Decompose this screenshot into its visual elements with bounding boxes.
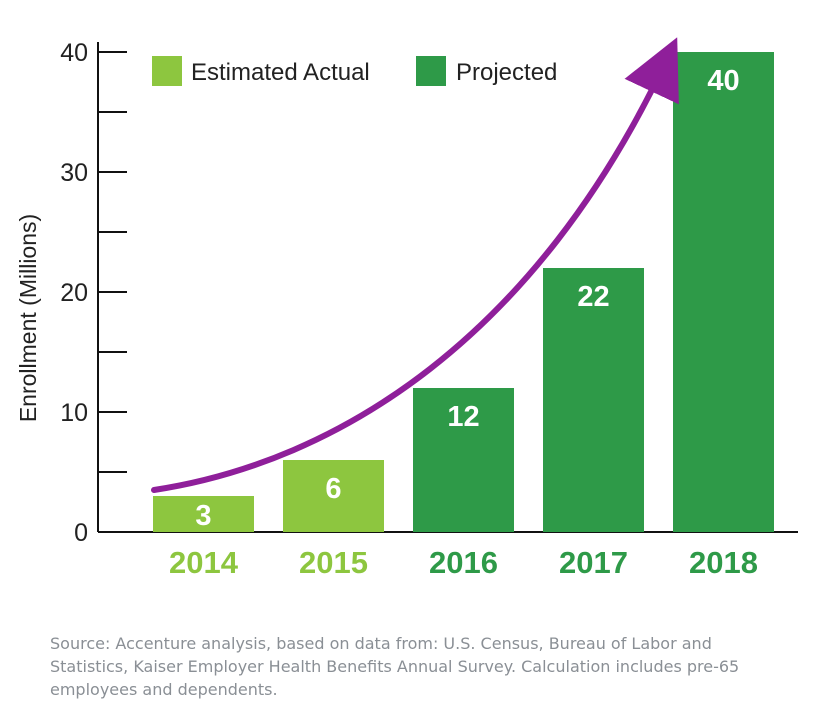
legend-label-projected: Projected [456,59,557,86]
x-category-label-2014: 2014 [169,545,239,580]
y-tick-label: 10 [60,399,88,427]
y-tick-label: 20 [60,279,88,307]
x-category-label-2016: 2016 [429,545,498,580]
x-category-label-2017: 2017 [559,545,628,580]
source-note: Source: Accenture analysis, based on dat… [50,634,740,699]
bar-2016 [413,388,514,532]
x-category-label-2018: 2018 [689,545,758,580]
bar-2017 [543,268,644,532]
y-tick-label: 0 [74,519,88,547]
growth-trend-arrow [151,37,679,493]
bar-2014 [153,496,254,532]
bar-value-label-2015: 6 [325,473,341,505]
y-tick-label: 40 [60,39,88,67]
bar-value-label-2016: 12 [447,401,479,433]
legend-swatch-estimated-actual [152,56,182,86]
x-category-label-2015: 2015 [299,545,368,580]
bar-value-label-2018: 40 [707,65,739,97]
legend-swatch-projected [416,56,446,86]
y-axis-label: Enrollment (Millions) [15,214,41,422]
bar-2015 [283,460,384,532]
bar-2018 [673,52,774,532]
legend-label-estimated-actual: Estimated Actual [191,59,370,86]
bar-value-label-2014: 3 [195,500,211,532]
y-tick-label: 30 [60,159,88,187]
bar-value-label-2017: 22 [577,281,609,313]
